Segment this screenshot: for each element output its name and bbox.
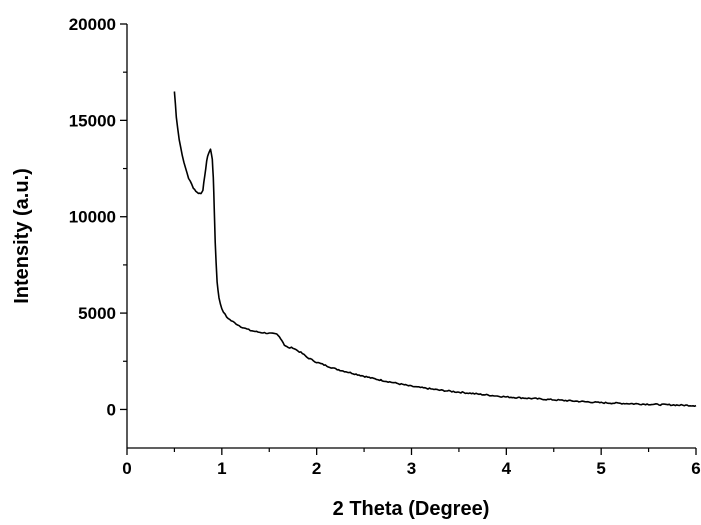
x-tick-label: 2 (312, 459, 321, 478)
chart-tick-labels: 0 1 2 3 4 5 6 0 5000 10000 15000 20000 (69, 15, 701, 478)
x-axis-title: 2 Theta (Degree) (333, 498, 490, 520)
x-tick-label: 1 (217, 459, 226, 478)
y-tick-label: 0 (107, 400, 116, 419)
y-tick-label: 15000 (69, 111, 116, 130)
chart-ticks (120, 23, 697, 455)
x-tick-label: 0 (122, 459, 131, 478)
x-tick-label: 4 (502, 459, 512, 478)
y-tick-label: 10000 (69, 208, 116, 227)
x-tick-label: 3 (407, 459, 416, 478)
series-line (173, 91, 697, 407)
x-tick-label: 6 (691, 459, 700, 478)
y-tick-label: 20000 (69, 15, 116, 34)
chart-axes (126, 24, 696, 449)
x-tick-label: 5 (596, 459, 605, 478)
y-axis-title: Intensity (a.u.) (11, 168, 33, 304)
y-tick-label: 5000 (78, 304, 116, 323)
